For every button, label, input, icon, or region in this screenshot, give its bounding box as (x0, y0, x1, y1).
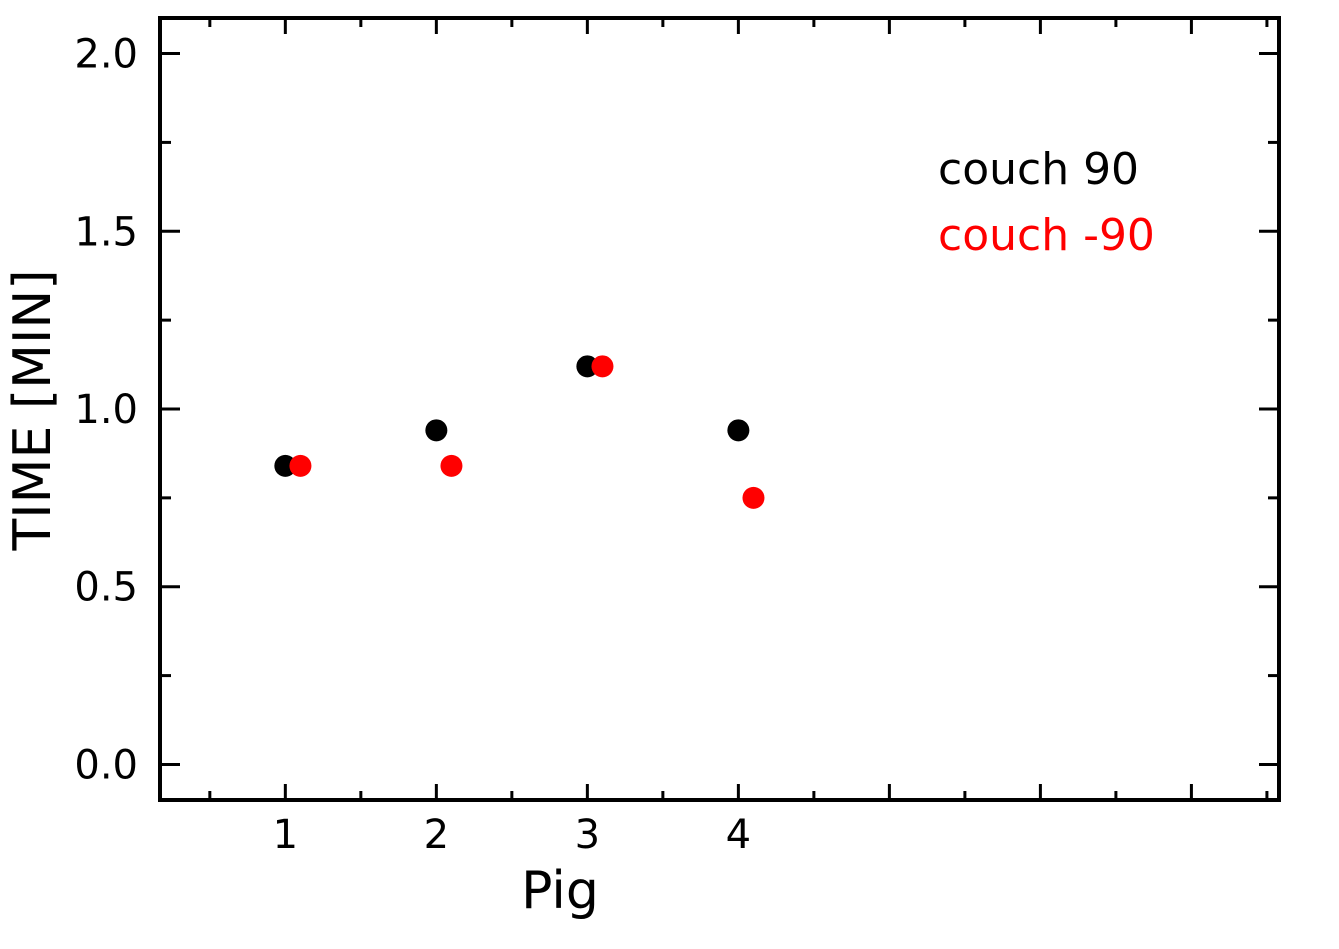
x-tick-label: 4 (726, 812, 751, 858)
data-point-series-1 (576, 355, 599, 378)
data-point-series-2 (591, 355, 614, 378)
y-tick-label: 0.5 (74, 565, 138, 611)
legend-entry-couch-90: couch 90 (938, 144, 1139, 195)
x-tick-label: 1 (273, 812, 298, 858)
x-tick-label: 2 (424, 812, 449, 858)
data-point-series-1 (274, 454, 297, 477)
data-point-series-2 (440, 454, 463, 477)
y-tick-label: 1.0 (74, 387, 138, 433)
data-points (274, 355, 765, 509)
x-tick-label: 3 (575, 812, 600, 858)
data-point-series-2 (742, 486, 765, 509)
data-point-series-2 (289, 454, 312, 477)
data-point-series-1 (425, 419, 448, 442)
y-tick-label: 1.5 (74, 209, 138, 255)
y-tick-label: 0.0 (74, 742, 138, 788)
legend-entry-couch-minus-90: couch -90 (938, 210, 1155, 261)
y-tick-label: 2.0 (74, 32, 138, 78)
x-tick-labels: 1 2 3 4 (273, 812, 751, 858)
plot-frame (158, 16, 1281, 802)
axis-ticks (160, 18, 1279, 800)
x-axis-label: Pig (521, 861, 599, 921)
y-tick-labels: 0.0 0.5 1.0 1.5 2.0 (74, 32, 138, 789)
y-axis-label: TIME [MIN] (3, 269, 63, 551)
data-point-series-1 (727, 419, 750, 442)
